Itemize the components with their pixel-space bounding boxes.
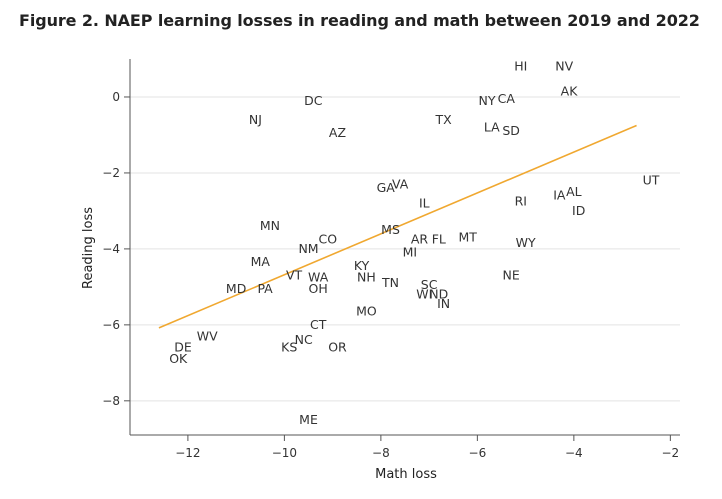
point-label-co: CO	[319, 231, 338, 246]
point-label-oh: OH	[309, 281, 328, 296]
point-label-nj: NJ	[249, 112, 262, 127]
point-label-or: OR	[328, 340, 347, 355]
x-tick-label: −12	[175, 446, 200, 460]
point-label-ar: AR	[411, 231, 429, 246]
y-tick-label: −8	[102, 394, 120, 408]
point-label-fl: FL	[432, 231, 446, 246]
y-tick-label: 0	[112, 90, 120, 104]
point-label-wa: WA	[308, 269, 329, 284]
point-label-mn: MN	[260, 218, 280, 233]
point-label-ga: GA	[377, 180, 396, 195]
point-label-tn: TN	[381, 275, 399, 290]
axes: 0 −2 −4 −6 −8 −12 −10 −8 −6 −4 −2	[102, 59, 680, 460]
gridlines	[130, 96, 680, 402]
point-label-dc: DC	[304, 93, 323, 108]
point-label-id: ID	[572, 203, 585, 218]
point-label-in: IN	[437, 296, 450, 311]
y-tick-label: −2	[102, 166, 120, 180]
point-label-mi: MI	[403, 245, 417, 260]
point-label-pa: PA	[257, 281, 273, 296]
x-tick-label: −6	[469, 446, 487, 460]
point-label-sd: SD	[502, 123, 520, 138]
trend-line-group	[158, 124, 637, 329]
point-label-ct: CT	[310, 317, 327, 332]
point-label-nd: ND	[429, 286, 448, 301]
point-label-ri: RI	[515, 193, 527, 208]
point-label-me: ME	[299, 412, 318, 427]
point-label-ca: CA	[498, 91, 516, 106]
point-label-ky: KY	[354, 258, 370, 273]
point-label-md: MD	[226, 281, 246, 296]
point-label-ak: AK	[561, 83, 579, 98]
point-label-sc: SC	[421, 277, 438, 292]
point-label-il: IL	[419, 195, 430, 210]
point-label-wy: WY	[516, 235, 536, 250]
y-axis-label: Reading loss	[81, 207, 96, 289]
point-label-ny: NY	[479, 93, 496, 108]
trend-line	[158, 124, 637, 329]
point-label-nv: NV	[555, 59, 573, 74]
x-tick-label: −10	[272, 446, 297, 460]
y-tick-label: −4	[102, 242, 120, 256]
point-label-tx: TX	[434, 112, 452, 127]
point-label-mt: MT	[459, 230, 478, 245]
point-label-az: AZ	[329, 125, 346, 140]
point-label-ne: NE	[503, 267, 520, 282]
y-tick-label: −6	[102, 318, 120, 332]
point-label-ma: MA	[251, 254, 271, 269]
point-label-nm: NM	[298, 241, 318, 256]
point-label-nc: NC	[295, 332, 313, 347]
point-label-mo: MO	[356, 304, 377, 319]
point-label-hi: HI	[514, 59, 527, 74]
point-label-ut: UT	[643, 173, 660, 188]
x-axis-label: Math loss	[375, 467, 437, 482]
point-label-wv: WV	[197, 328, 218, 343]
point-label-nh: NH	[357, 269, 376, 284]
point-label-ks: KS	[281, 340, 297, 355]
x-tick-label: −2	[661, 446, 679, 460]
point-label-wi: WI	[416, 286, 432, 301]
point-label-de: DE	[174, 340, 192, 355]
point-label-al: AL	[566, 184, 582, 199]
point-label-va: VA	[392, 176, 409, 191]
point-label-vt: VT	[286, 267, 303, 282]
chart-title: Figure 2. NAEP learning losses in readin…	[19, 11, 700, 30]
point-label-la: LA	[484, 119, 500, 134]
point-label-ok: OK	[169, 351, 188, 366]
x-tick-label: −4	[565, 446, 583, 460]
point-label-ia: IA	[553, 188, 566, 203]
point-label-ms: MS	[381, 222, 400, 237]
x-tick-label: −8	[372, 446, 390, 460]
